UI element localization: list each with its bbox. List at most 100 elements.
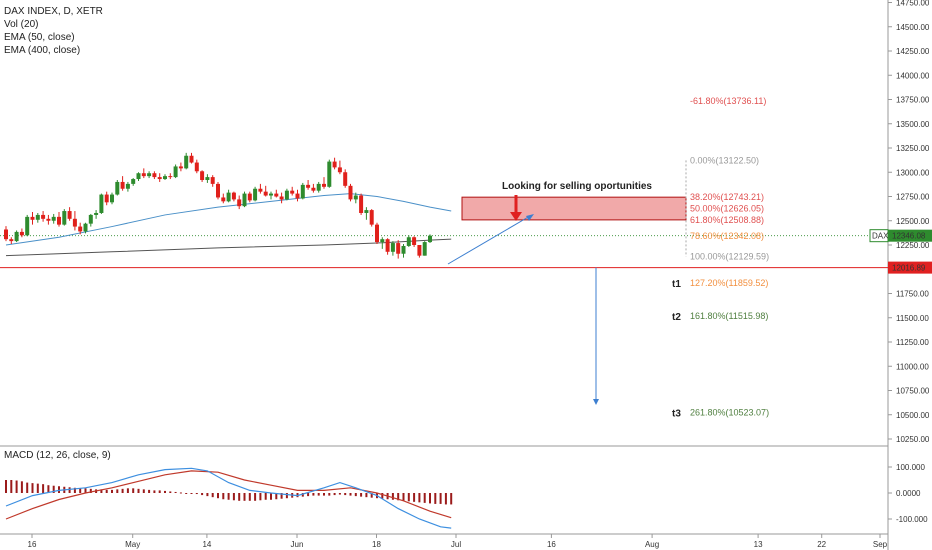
price-tick-label: 12750.00 <box>896 193 930 202</box>
candle-body <box>163 176 167 180</box>
candle-body <box>348 185 353 200</box>
candle-body <box>173 166 178 178</box>
candle-body <box>168 176 173 178</box>
candle-body <box>194 162 199 172</box>
candle-body <box>35 214 40 220</box>
candle-body <box>141 173 146 177</box>
macd-histogram-bar <box>42 484 45 493</box>
target-label: t3 <box>672 409 681 420</box>
price-tick-label: 10250.00 <box>896 435 930 444</box>
legend-title: DAX INDEX, D, XETR <box>4 6 103 17</box>
macd-histogram-bar <box>201 493 204 496</box>
macd-histogram-bar <box>217 493 219 499</box>
fib-level-label: 0.00%(13122.50) <box>690 155 759 165</box>
macd-histogram-bar <box>280 493 283 499</box>
price-tick-label: 14500.00 <box>896 23 930 32</box>
price-tick-label: 10750.00 <box>896 387 930 396</box>
macd-histogram-bar <box>111 489 113 493</box>
price-tick-label: 13500.00 <box>896 120 930 129</box>
macd-histogram-bar <box>232 493 235 501</box>
macd-histogram-bar <box>79 488 82 493</box>
candle-body <box>72 218 77 227</box>
fib-level-label: 261.80%(10523.07) <box>690 408 769 418</box>
projection-arrow-head <box>593 399 599 405</box>
dax-tag-label: DAX <box>872 232 889 241</box>
candle-body <box>210 177 215 184</box>
macd-histogram-bar <box>126 488 129 493</box>
candle-body <box>422 242 427 256</box>
macd-histogram-bar <box>190 493 193 494</box>
fib-level-label: -61.80%(13736.11) <box>690 96 766 106</box>
macd-histogram-bar <box>5 480 7 493</box>
macd-histogram-bar <box>132 488 135 493</box>
legend-vol: Vol (20) <box>4 19 39 30</box>
price-tick-label: 11500.00 <box>896 314 929 323</box>
legend-ema400: EMA (400, close) <box>4 45 81 56</box>
candle-body <box>375 224 379 243</box>
price-tick-label: 11750.00 <box>896 290 929 299</box>
macd-histogram-bar <box>323 493 325 496</box>
target-label: t2 <box>672 312 681 323</box>
candle-body <box>396 243 401 254</box>
macd-histogram-bar <box>142 489 145 493</box>
macd-histogram-bar <box>360 493 363 497</box>
time-tick-label: 18 <box>372 540 381 549</box>
macd-histogram-bar <box>164 490 166 493</box>
macd-histogram-bar <box>439 493 442 504</box>
candle-body <box>115 181 120 195</box>
candle-body <box>417 245 422 256</box>
support-value: 12016.89 <box>892 264 926 273</box>
candle-body <box>30 216 35 220</box>
candle-body <box>99 194 104 213</box>
candle-body <box>364 210 369 213</box>
candle-body <box>258 188 263 192</box>
candle-body <box>147 173 152 177</box>
target-label: t1 <box>672 279 681 290</box>
candle-body <box>83 223 88 232</box>
candle-body <box>316 183 321 191</box>
candle-body <box>327 161 332 187</box>
macd-histogram-bar <box>370 493 373 498</box>
price-tick-label: 13000.00 <box>896 168 930 177</box>
macd-signal-line <box>5 470 452 520</box>
time-tick-label: 16 <box>547 540 556 549</box>
macd-histogram-bar <box>365 493 368 498</box>
candle-body <box>300 184 305 199</box>
fib-level-label: 100.00%(12129.59) <box>690 252 769 262</box>
candle-body <box>125 183 130 189</box>
candle-body <box>343 172 348 186</box>
candle-body <box>78 226 83 232</box>
macd-histogram-bar <box>344 493 347 496</box>
annotation-arrow-head <box>510 212 522 221</box>
macd-histogram-bar <box>354 493 357 497</box>
fib-level-label: 161.80%(11515.98) <box>690 311 768 321</box>
price-tick-label: 11250.00 <box>896 338 929 347</box>
macd-tick-label: 0.0000 <box>896 489 921 498</box>
candle-body <box>401 245 406 254</box>
candle-body <box>216 183 220 198</box>
macd-histogram-bar <box>47 485 50 493</box>
candle-body <box>311 187 316 191</box>
candle-body <box>178 166 183 169</box>
macd-histogram-bar <box>243 493 246 501</box>
candle-body <box>290 190 295 194</box>
fib-level-label: 50.00%(12626.05) <box>690 204 764 214</box>
fib-level-label: 38.20%(12743.21) <box>690 192 764 202</box>
macd-histogram-bar <box>307 493 310 497</box>
support-badge <box>888 261 932 274</box>
price-tick-label: 14750.00 <box>896 0 930 8</box>
candle-body <box>184 155 189 169</box>
candle-body <box>110 194 114 203</box>
macd-histogram-bar <box>264 493 267 500</box>
macd-histogram-bar <box>73 487 76 493</box>
fib-level-label: 61.80%(12508.88) <box>690 215 764 225</box>
candle-body <box>136 173 141 180</box>
macd-histogram-bar <box>349 493 352 496</box>
macd-histogram-bar <box>68 487 71 493</box>
macd-histogram-bar <box>270 493 272 500</box>
sell-zone-box <box>461 196 687 221</box>
time-tick-label: 16 <box>28 540 37 549</box>
time-tick-label: Sep <box>873 540 888 549</box>
candle-body <box>279 196 284 200</box>
